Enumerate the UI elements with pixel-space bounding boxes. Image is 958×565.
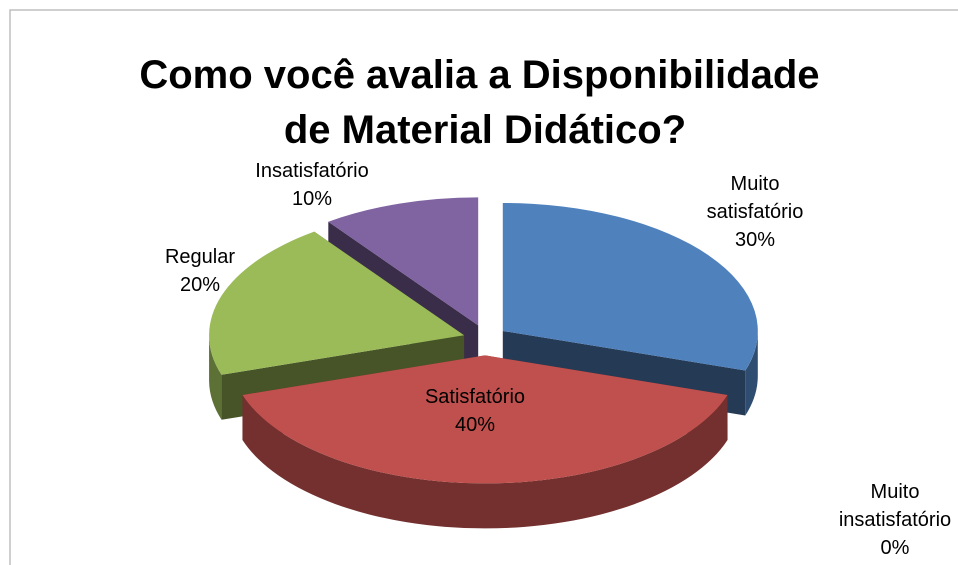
- data-label: Satisfatório 40%: [390, 383, 560, 439]
- data-label: Insatisfatório 10%: [227, 157, 397, 213]
- data-label: Muito insatisfatório 0%: [830, 478, 958, 562]
- slice-wall: [209, 335, 222, 420]
- label-category: Muito insatisfatório: [838, 481, 952, 531]
- label-value: 0%: [880, 537, 910, 559]
- label-value: 30%: [734, 229, 776, 251]
- label-value: 20%: [179, 274, 221, 296]
- label-category: Muito satisfatório: [706, 173, 804, 223]
- slice-top: [328, 197, 479, 326]
- slice-top: [502, 202, 758, 371]
- label-value: 10%: [291, 188, 333, 210]
- label-category: Regular: [164, 246, 236, 268]
- chart-title: Como você avalia a Disponibilidade de Ma…: [139, 53, 830, 152]
- title-line: de Material Didático?: [284, 108, 686, 152]
- label-category: Insatisfatório: [255, 160, 369, 182]
- pie-slice: [242, 355, 728, 529]
- data-label: Regular 20%: [115, 243, 285, 299]
- label-category: Satisfatório: [424, 386, 526, 408]
- label-value: 40%: [454, 414, 496, 436]
- pie: [209, 197, 758, 529]
- title-line: Como você avalia a Disponibilidade: [139, 53, 819, 97]
- slice-top: [209, 231, 465, 375]
- slice-wall: [242, 394, 728, 529]
- slice-top: [242, 355, 728, 484]
- slice-wall: [745, 330, 758, 416]
- data-label: Muito satisfatório 30%: [690, 170, 820, 254]
